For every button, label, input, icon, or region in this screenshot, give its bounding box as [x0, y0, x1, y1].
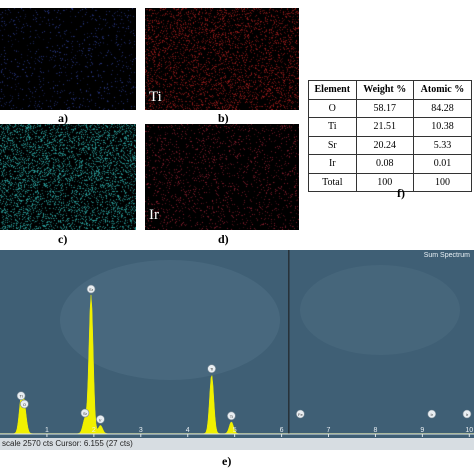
- table-cell: 21.51: [355, 117, 414, 137]
- peak-label: Sr: [83, 411, 88, 416]
- x-tick-label: 9: [420, 427, 424, 434]
- table-row: Ti 21.51 10.38: [308, 117, 473, 137]
- peak-marker: [86, 284, 96, 294]
- background-blob: [300, 265, 460, 355]
- table-cell: O: [308, 98, 357, 118]
- caption-e: e): [222, 454, 232, 468]
- peak-marker: [462, 409, 472, 419]
- table-row: Ir 0.08 0.01: [308, 154, 473, 174]
- map-panel-d: Ir: [145, 124, 299, 230]
- x-tick-label: 8: [373, 427, 377, 434]
- peak-marker: [207, 364, 216, 374]
- caption-c: c): [58, 232, 68, 246]
- map-panel-b: Ti: [145, 8, 299, 110]
- x-tick-label: 5: [233, 427, 237, 434]
- table-cell: 20.24: [355, 135, 414, 155]
- caption-b: b): [218, 111, 229, 125]
- table-cell: 0.08: [355, 154, 414, 174]
- peak-label: Ti: [210, 367, 213, 372]
- x-tick-label: 6: [280, 427, 284, 434]
- table-header-row: Element Weight % Atomic %: [308, 80, 473, 100]
- caption-f: f): [397, 186, 405, 200]
- spectrum-status-bar: scale 2570 cts Cursor: 6.155 (27 cts): [0, 438, 474, 450]
- peak-label: Ir: [431, 412, 434, 417]
- table-row: Total 100 100: [308, 172, 473, 192]
- x-tick-label: 10: [465, 427, 473, 434]
- x-tick-label: 4: [186, 427, 190, 434]
- background-blob: [60, 260, 280, 380]
- table-cell: 5.33: [412, 135, 473, 155]
- map-noise-c: [0, 124, 136, 230]
- peak-marker: [227, 411, 236, 421]
- table-row: Sr 20.24 5.33: [308, 135, 473, 155]
- composition-table: Element Weight % Atomic % O 58.17 84.28 …: [308, 80, 473, 192]
- peak-label: Ti: [230, 414, 233, 419]
- peak-label: Sr: [89, 287, 94, 292]
- x-tick-label: 1: [45, 427, 49, 434]
- caption-a: a): [58, 111, 68, 125]
- table-header: Element: [308, 80, 357, 100]
- map-panel-c: [0, 124, 136, 230]
- map-noise-a: [0, 8, 136, 110]
- table-header: Weight %: [355, 80, 414, 100]
- map-label-ir: Ir: [149, 207, 159, 223]
- table-cell: 58.17: [355, 98, 414, 118]
- peak-marker: [296, 409, 305, 419]
- table-cell: Ti: [308, 117, 357, 137]
- peak-marker: [96, 414, 105, 424]
- peak-marker: [16, 391, 26, 401]
- peak-marker: [20, 399, 29, 409]
- peak-label: O: [23, 402, 26, 407]
- peak-label: Ti: [20, 394, 23, 399]
- x-tick-label: 2: [92, 427, 96, 434]
- table-cell: Sr: [308, 135, 357, 155]
- map-panel-a: [0, 8, 136, 110]
- table-cell: Ir: [308, 154, 357, 174]
- peak-marker: [80, 408, 90, 418]
- table-cell: 10.38: [412, 117, 473, 137]
- table-row: O 58.17 84.28: [308, 98, 473, 118]
- spectrum-title: Sum Spectrum: [423, 252, 470, 259]
- table-cell: 100: [412, 172, 473, 192]
- table-header: Atomic %: [412, 80, 473, 100]
- peak-label: Ir: [466, 412, 469, 417]
- peak-label: Fe: [298, 412, 303, 417]
- table-cell: 84.28: [412, 98, 473, 118]
- table-cell: 0.01: [412, 154, 473, 174]
- peak-label: Ir: [99, 417, 102, 422]
- map-label-ti: Ti: [149, 89, 162, 105]
- eds-spectrum-panel: 1 2 3 4 5 6 7 8 9 10 Ti O Sr Sr Ir Ti Ti Fe Ir Ir Sum Spect…: [0, 250, 474, 450]
- x-tick-label: 3: [139, 427, 143, 434]
- table-cell: 100: [355, 172, 414, 192]
- x-tick-label: 7: [327, 427, 331, 434]
- table-cell: Total: [308, 172, 357, 192]
- peak-marker: [427, 409, 437, 419]
- caption-d: d): [218, 232, 229, 246]
- composition-table-wrap: Element Weight % Atomic % O 58.17 84.28 …: [308, 80, 473, 192]
- map-noise-d: [145, 124, 299, 230]
- map-noise-b: [145, 8, 299, 110]
